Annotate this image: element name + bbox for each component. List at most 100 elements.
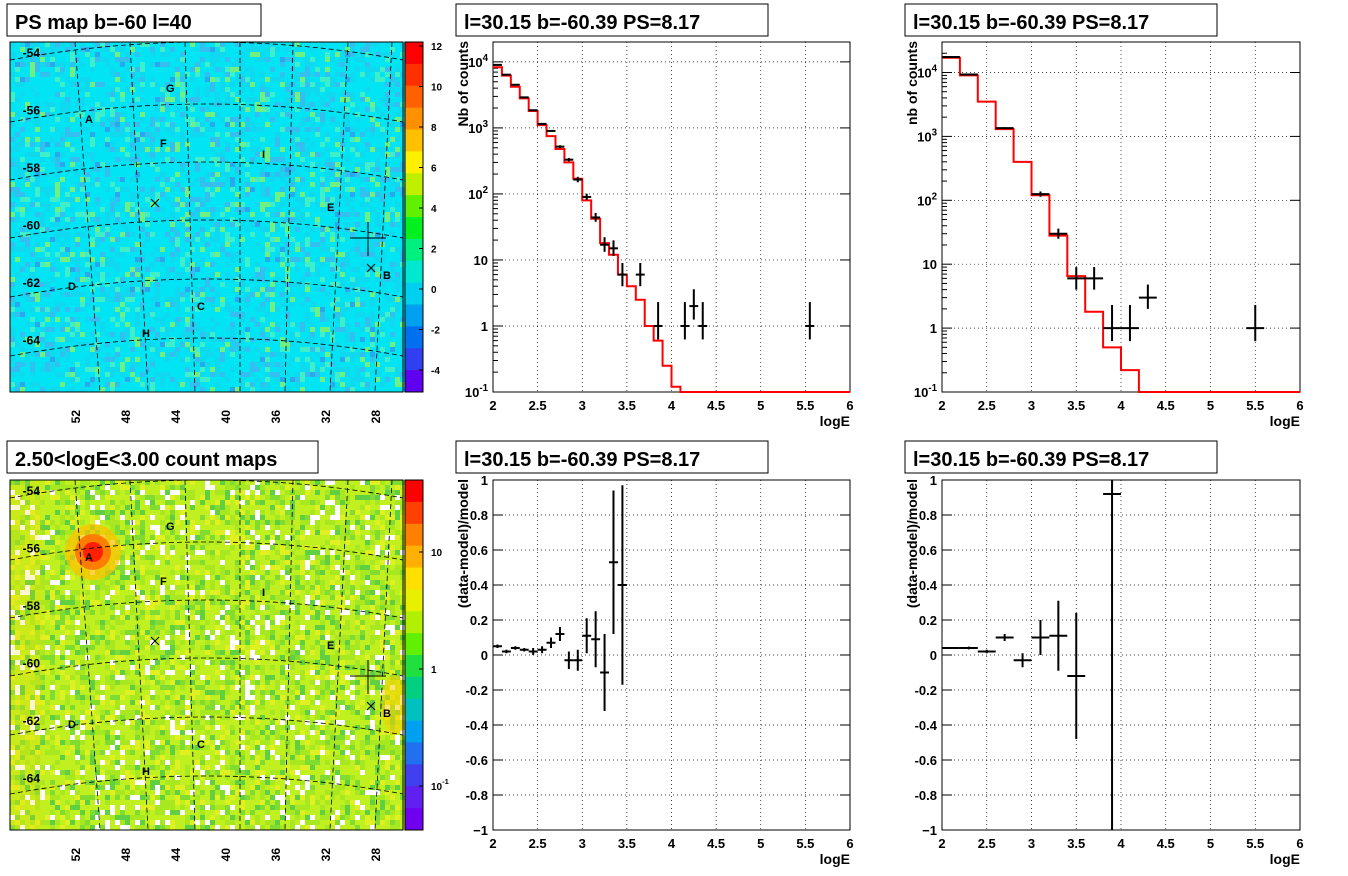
map-pixel — [375, 282, 380, 287]
map-pixel — [300, 332, 305, 337]
map-pixel — [330, 272, 335, 277]
map-pixel — [360, 192, 365, 197]
map-pixel — [330, 322, 335, 327]
map-pixel — [135, 337, 140, 342]
map-pixel — [265, 122, 270, 127]
map-pixel — [145, 122, 150, 127]
map-pixel — [45, 112, 50, 117]
map-pixel — [150, 112, 155, 117]
map-pixel — [345, 152, 350, 157]
map-pixel — [155, 142, 160, 147]
map-pixel — [95, 322, 100, 327]
map-pixel — [10, 67, 15, 72]
map-pixel — [25, 292, 30, 297]
map-pixel — [280, 157, 285, 162]
map-pixel — [110, 232, 115, 237]
map-pixel — [315, 67, 320, 72]
map-pixel — [55, 302, 60, 307]
map-pixel — [240, 117, 245, 122]
map-pixel — [110, 167, 115, 172]
map-pixel — [315, 162, 320, 167]
map-pixel — [65, 77, 70, 82]
map-pixel — [270, 62, 275, 67]
map-pixel — [130, 287, 135, 292]
map-pixel — [320, 247, 325, 252]
map-pixel — [130, 342, 135, 347]
map-pixel — [165, 267, 170, 272]
map-pixel — [270, 237, 275, 242]
map-pixel — [15, 197, 20, 202]
map-pixel — [370, 122, 375, 127]
map-pixel — [355, 242, 360, 247]
map-pixel — [80, 162, 85, 167]
map-pixel — [230, 277, 235, 282]
map-pixel — [345, 72, 350, 77]
map-pixel — [205, 327, 210, 332]
map-pixel — [395, 92, 400, 97]
map-pixel — [50, 47, 55, 52]
map-pixel — [270, 77, 275, 82]
map-pixel — [395, 102, 400, 107]
map-pixel — [320, 142, 325, 147]
map-pixel — [200, 57, 205, 62]
map-pixel — [210, 202, 215, 207]
map-pixel — [45, 257, 50, 262]
map-pixel — [295, 307, 300, 312]
map-pixel — [200, 142, 205, 147]
map-pixel — [330, 212, 335, 217]
map-pixel — [35, 227, 40, 232]
map-pixel — [285, 127, 290, 132]
map-pixel — [375, 262, 380, 267]
map-pixel — [375, 52, 380, 57]
map-pixel — [325, 67, 330, 72]
map-pixel — [10, 77, 15, 82]
map-pixel — [245, 112, 250, 117]
map-pixel — [300, 62, 305, 67]
map-pixel — [25, 272, 30, 277]
map-pixel — [385, 162, 390, 167]
map-pixel — [380, 102, 385, 107]
map-pixel — [165, 277, 170, 282]
map-pixel — [140, 167, 145, 172]
map-pixel — [260, 197, 265, 202]
map-pixel — [190, 247, 195, 252]
map-pixel — [295, 282, 300, 287]
map-pixel — [210, 277, 215, 282]
map-pixel — [180, 347, 185, 352]
map-pixel — [75, 217, 80, 222]
map-pixel — [280, 52, 285, 57]
map-pixel — [115, 112, 120, 117]
map-pixel — [10, 52, 15, 57]
map-pixel — [30, 242, 35, 247]
map-pixel — [215, 267, 220, 272]
map-pixel — [20, 312, 25, 317]
map-pixel — [60, 112, 65, 117]
map-pixel — [180, 72, 185, 77]
map-pixel — [150, 172, 155, 177]
map-pixel — [190, 347, 195, 352]
map-pixel — [200, 267, 205, 272]
map-pixel — [40, 257, 45, 262]
map-pixel — [220, 62, 225, 67]
map-pixel — [365, 152, 370, 157]
map-pixel — [395, 297, 400, 302]
map-pixel — [30, 307, 35, 312]
map-pixel — [15, 172, 20, 177]
map-pixel — [135, 312, 140, 317]
map-pixel — [280, 117, 285, 122]
map-pixel — [295, 127, 300, 132]
map-pixel — [310, 167, 315, 172]
map-pixel — [180, 97, 185, 102]
map-pixel — [80, 342, 85, 347]
map-pixel — [255, 212, 260, 217]
map-pixel — [165, 92, 170, 97]
map-pixel — [55, 337, 60, 342]
map-pixel — [85, 167, 90, 172]
map-pixel — [280, 317, 285, 322]
map-pixel — [145, 102, 150, 107]
map-pixel — [170, 97, 175, 102]
map-pixel — [305, 257, 310, 262]
map-pixel — [320, 47, 325, 52]
map-pixel — [140, 172, 145, 177]
map-pixel — [55, 97, 60, 102]
